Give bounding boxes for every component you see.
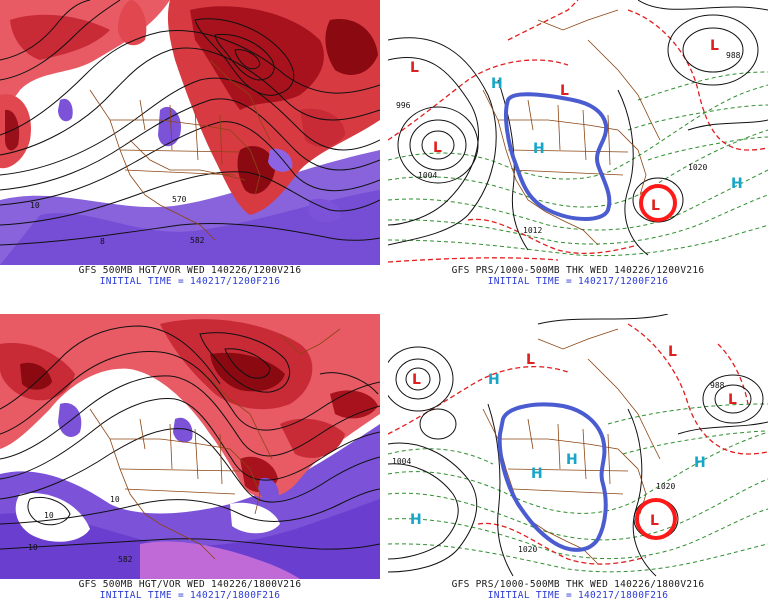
annotation-outline-blue [497, 402, 608, 552]
low-pressure-symbol: L [650, 513, 659, 529]
low-pressure-symbol: L [526, 352, 535, 368]
isobar-label: 996 [396, 101, 411, 110]
isobar-label: 1004 [392, 457, 411, 466]
high-pressure-symbol: H [694, 455, 706, 471]
map-title: GFS 500MB HGT/VOR WED 140226/1200V216 [78, 265, 302, 276]
pressure-thickness-map: L L L L L H H H H H 1004 988 1020 1020 [388, 314, 768, 579]
isobar-label: 1004 [418, 171, 437, 180]
low-pressure-symbol: L [433, 140, 442, 156]
panel-prs-thickness-1800: L L L L L H H H H H 1004 988 1020 1020 G… [388, 314, 768, 614]
annotation-circle-red [639, 184, 677, 222]
high-pressure-symbol: H [531, 466, 543, 482]
pressure-thickness-map-graphic: L L L L L H H H H H 1004 988 1020 1020 [388, 314, 768, 579]
vorticity-map: 570 582 8 10 [0, 0, 380, 265]
isobar-label: 1020 [656, 482, 675, 491]
initial-time-label: INITIAL TIME = 140217/1800F216 [487, 590, 669, 601]
high-pressure-symbol: H [533, 141, 545, 157]
panel-500mb-hgt-vor-1200: 570 582 8 10 GFS 500MB HGT/VOR WED 14022… [0, 0, 380, 300]
contour-label: 582 [190, 236, 205, 245]
vorticity-label: 10 [110, 495, 120, 504]
low-pressure-symbol: L [668, 344, 677, 360]
high-pressure-symbol: H [410, 512, 422, 528]
isobar-label: 1020 [688, 163, 707, 172]
isobar-label: 988 [710, 381, 725, 390]
high-pressure-symbol: H [731, 176, 743, 192]
annotation-circle-red [635, 498, 677, 540]
vorticity-label: 8 [100, 237, 105, 246]
vorticity-label: 10 [44, 511, 54, 520]
vorticity-map-graphic: 570 582 8 10 [0, 0, 380, 265]
low-pressure-symbol: L [651, 198, 660, 214]
pressure-thickness-map: L L L L L H H H 996 1020 1012 988 1004 [388, 0, 768, 265]
low-pressure-symbol: L [710, 38, 719, 54]
annotation-outline-blue [504, 92, 612, 221]
map-title: GFS PRS/1000-500MB THK WED 140226/1800V2… [451, 579, 705, 590]
high-pressure-symbol: H [488, 372, 500, 388]
low-pressure-symbol: L [412, 372, 421, 388]
panel-prs-thickness-1200: L L L L L H H H 996 1020 1012 988 1004 G… [388, 0, 768, 300]
low-pressure-symbol: L [560, 83, 569, 99]
map-title: GFS PRS/1000-500MB THK WED 140226/1200V2… [451, 265, 705, 276]
pressure-thickness-map-graphic: L L L L L H H H 996 1020 1012 988 1004 [388, 0, 768, 265]
high-pressure-symbol: H [491, 76, 503, 92]
initial-time-label: INITIAL TIME = 140217/1200F216 [99, 276, 281, 287]
map-title: GFS 500MB HGT/VOR WED 140226/1800V216 [78, 579, 302, 590]
low-pressure-symbol: L [410, 60, 419, 76]
isobar-label: 988 [726, 51, 741, 60]
contour-label: 570 [172, 195, 187, 204]
vorticity-map: 582 10 10 10 [0, 314, 380, 579]
initial-time-label: INITIAL TIME = 140217/1200F216 [487, 276, 669, 287]
vorticity-label: 10 [30, 201, 40, 210]
isobar-label: 1012 [523, 226, 542, 235]
vorticity-map-graphic: 582 10 10 10 [0, 314, 380, 579]
low-pressure-symbol: L [728, 392, 737, 408]
isobar-label: 1020 [518, 545, 537, 554]
contour-label: 582 [118, 555, 133, 564]
initial-time-label: INITIAL TIME = 140217/1800F216 [99, 590, 281, 601]
high-pressure-symbol: H [566, 452, 578, 468]
vorticity-label: 10 [28, 543, 38, 552]
panel-500mb-hgt-vor-1800: 582 10 10 10 GFS 500MB HGT/VOR WED 14022… [0, 314, 380, 614]
